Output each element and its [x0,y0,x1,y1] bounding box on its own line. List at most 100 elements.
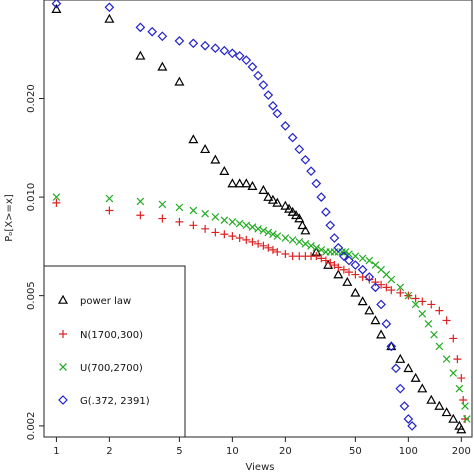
data-point [341,248,350,256]
data-point [200,40,210,51]
data-point [228,232,237,241]
data-point [455,384,464,393]
data-point [253,70,263,81]
data-point [242,235,251,244]
x-tick-label: 2 [106,446,112,457]
data-point [307,241,315,250]
data-point [317,254,326,263]
data-point [387,275,396,284]
data-point [376,299,386,310]
data-point [329,233,340,243]
data-point [345,268,354,277]
data-point [235,219,244,228]
data-point [294,213,305,223]
data-point [351,252,360,260]
data-point [220,216,229,225]
legend-box [43,265,186,438]
data-point [254,239,263,248]
data-point [158,200,167,209]
data-point [459,395,468,404]
data-point [258,184,269,194]
data-point [258,80,269,90]
data-point [104,2,115,13]
data-point [306,166,316,177]
data-point [387,286,396,295]
data-point [311,178,322,189]
data-point [219,165,230,175]
y-axis-label: Pₒ[X>=x] [4,194,15,242]
data-point [287,206,298,216]
data-point [449,369,458,377]
data-point [201,224,210,233]
data-point [371,278,380,287]
x-tick-label: 50 [349,446,362,457]
data-point [294,144,305,155]
data-point [235,233,244,242]
data-point [325,220,336,231]
series-layer [51,0,471,434]
data-point [350,260,361,270]
data-point [158,214,167,223]
data-point [263,90,274,100]
data-point [396,288,405,297]
data-point [227,48,238,59]
y-tick-label: 0.020 [26,84,37,113]
data-point [365,275,374,284]
data-point [448,413,459,423]
data-point [234,178,245,188]
data-point [461,402,469,410]
data-point [175,217,184,226]
data-point [342,276,353,286]
data-point [234,51,245,61]
data-point [211,228,220,237]
data-point [135,22,146,33]
series-cross [52,193,471,423]
data-point [241,55,252,66]
data-point [189,221,198,230]
data-point [430,330,438,339]
legend-label: G(.372, 2391) [80,396,150,407]
data-point [228,218,237,226]
data-point [339,265,348,274]
data-point [365,256,374,265]
data-point [442,316,451,325]
data-point [281,250,290,259]
data-point [410,372,421,382]
data-point [210,154,221,164]
data-point [104,13,115,23]
data-point [424,320,433,328]
data-point [147,26,158,37]
data-point [381,319,392,329]
data-point [264,228,273,237]
data-point [269,230,277,239]
legend-marker [59,330,67,338]
data-point [105,194,114,203]
x-tick-label: 5 [176,446,182,457]
y-tick-label: 0.010 [26,183,37,212]
data-point [291,210,302,220]
series-diamond [51,0,417,431]
data-point [157,31,168,42]
data-point [211,213,220,221]
data-point [105,206,114,215]
data-point [51,3,62,13]
data-point [461,414,470,423]
data-point [427,300,436,309]
data-point [403,363,414,373]
data-point [441,407,452,417]
data-point [267,194,278,204]
data-point [284,203,295,213]
data-point [288,236,297,244]
data-point [263,191,274,201]
data-point [442,355,451,363]
legend: power law N(1700,300) U(700,2700) G(.372, 2… [43,265,186,438]
data-point [248,237,257,246]
data-point [300,154,311,165]
data-point [344,255,354,266]
data-point [259,226,268,235]
data-point [272,108,283,119]
data-point [295,238,304,246]
legend-label: N(1700,300) [80,330,143,341]
data-point [345,250,353,258]
